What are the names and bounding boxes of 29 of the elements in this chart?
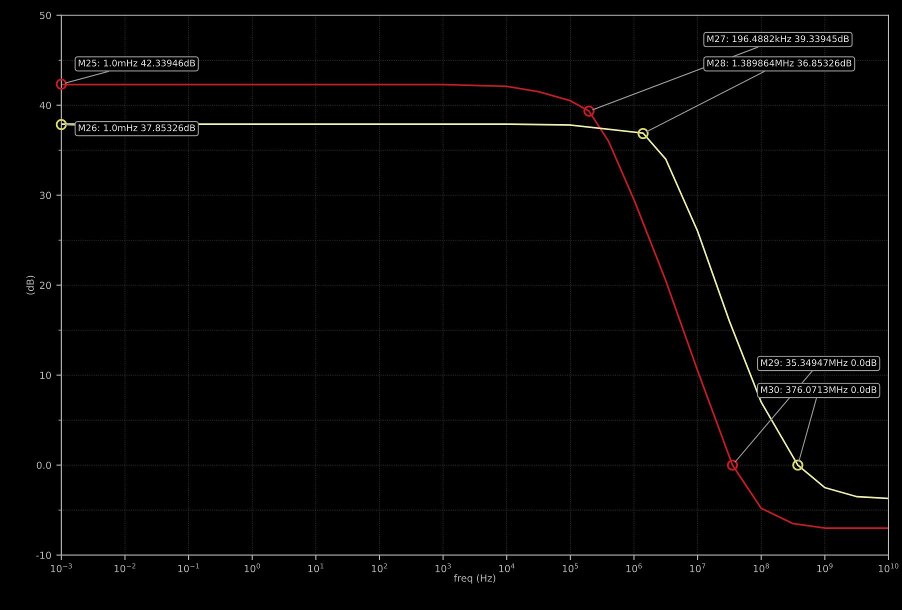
x-tick-label: 10$^{−3}$ — [50, 563, 72, 572]
x-tick-label: 10$^{10}$ — [878, 563, 898, 572]
x-tick-label: 10$^{8}$ — [754, 563, 769, 572]
annotation: M28: 1.389864MHz 36.85326dB — [707, 59, 852, 66]
x-tick-label: 10$^{5}$ — [562, 563, 578, 572]
x-tick-label: 10$^{2}$ — [372, 563, 388, 572]
x-tick-label: 10$^{7}$ — [690, 563, 706, 572]
y-tick-label: 50 — [40, 12, 51, 20]
annotation: M25: 1.0mHz 42.33946dB — [78, 59, 195, 66]
x-tick-label: 10$^{1}$ — [308, 563, 324, 572]
y-tick-label: 20 — [40, 282, 51, 290]
x-axis-title: freq (Hz) — [454, 574, 496, 584]
x-tick-label: 10$^{−2}$ — [114, 563, 136, 572]
annotation: M27: 196.4882kHz 39.33945dB — [707, 35, 849, 42]
y-tick-label: 0.0 — [36, 462, 51, 469]
y-tick-label: 40 — [40, 102, 51, 110]
y-tick-label: 10 — [40, 372, 51, 379]
y-tick-label: 30 — [40, 192, 51, 200]
x-tick-label: 10$^{−1}$ — [178, 563, 200, 572]
x-tick-label: 10$^{4}$ — [499, 563, 515, 572]
x-tick-label: 10$^{6}$ — [626, 563, 642, 572]
annotation: M26: 1.0mHz 37.85326dB — [78, 124, 195, 132]
x-tick-label: 10$^{3}$ — [436, 563, 451, 572]
y-tick-label: -10 — [36, 552, 51, 559]
y-axis-title: (dB) — [26, 276, 35, 295]
x-tick-label: 10$^{9}$ — [817, 563, 833, 572]
x-tick-label: 10$^{0}$ — [244, 563, 260, 572]
annotation: M30: 376.0713MHz 0.0dB — [761, 386, 876, 394]
annotation: M29: 35.34947MHz 0.0dB — [761, 359, 876, 366]
